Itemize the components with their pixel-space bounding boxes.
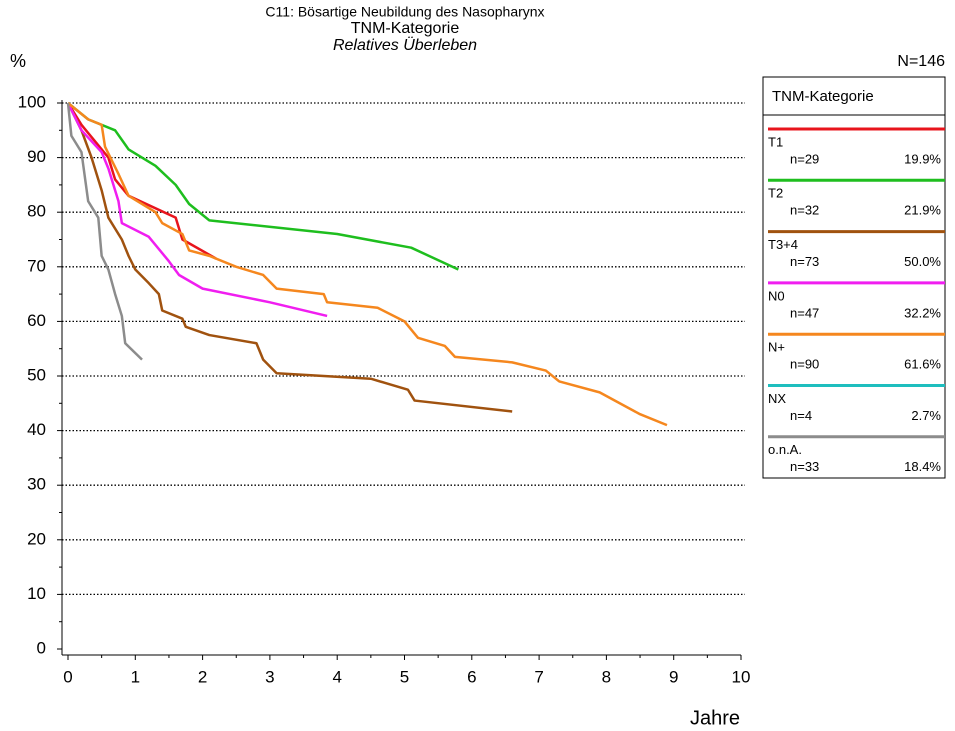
x-tick-label: 1	[131, 667, 140, 686]
legend-share: 61.6%	[904, 357, 941, 372]
legend-label: T2	[768, 186, 783, 201]
legend-count: n=29	[790, 151, 819, 166]
x-tick-label: 5	[400, 667, 409, 686]
x-tick-label: 7	[534, 667, 543, 686]
legend-count: n=90	[790, 357, 819, 372]
legend-label: N0	[768, 288, 785, 303]
legend-label: T3+4	[768, 237, 798, 252]
survival-line	[66, 102, 143, 361]
legend-label: o.n.A.	[768, 442, 802, 457]
legend-label: T1	[768, 134, 783, 149]
legend-count: n=47	[790, 305, 819, 320]
x-axis-label: Jahre	[690, 707, 740, 729]
legend-share: 32.2%	[904, 305, 941, 320]
y-tick-label: 10	[27, 584, 46, 603]
x-tick-label: 0	[63, 667, 72, 686]
legend-box	[762, 76, 946, 479]
total-count: N=146	[897, 53, 945, 70]
legend-share: 50.0%	[904, 254, 941, 269]
legend-share: 18.4%	[904, 459, 941, 474]
legend-label: NX	[768, 391, 786, 406]
x-tick-label: 4	[332, 667, 341, 686]
y-tick-label: 20	[27, 529, 46, 548]
y-tick-label: 100	[18, 92, 46, 111]
legend-count: n=73	[790, 254, 819, 269]
y-tick-label: 90	[27, 147, 46, 166]
x-tick-label: 10	[732, 667, 751, 686]
survival-line	[67, 102, 668, 427]
legend-count: n=32	[790, 203, 819, 218]
y-tick-label: 40	[27, 420, 46, 439]
legend-count: n=33	[790, 459, 819, 474]
survival-line	[67, 102, 459, 271]
survival-line	[66, 102, 328, 318]
y-tick-label: 70	[27, 256, 46, 275]
x-tick-label: 9	[669, 667, 678, 686]
subtitle: Relatives Überleben	[333, 36, 477, 54]
survival-line	[66, 102, 217, 260]
x-tick-label: 3	[265, 667, 274, 686]
legend-label: N+	[768, 340, 785, 355]
y-tick-label: 80	[27, 202, 46, 221]
legend-share: 2.7%	[911, 408, 941, 423]
x-tick-label: 6	[467, 667, 476, 686]
x-tick-label: 2	[198, 667, 207, 686]
y-tick-label: 0	[37, 638, 46, 657]
legend-title: TNM-Kategorie	[772, 88, 874, 105]
survival-line	[66, 102, 513, 413]
x-tick-label: 8	[602, 667, 611, 686]
suptitle: C11: Bösartige Neubildung des Nasopharyn…	[265, 4, 544, 20]
legend-count: n=4	[790, 408, 812, 423]
legend-share: 19.9%	[904, 151, 941, 166]
y-axis-label: %	[10, 51, 26, 71]
y-tick-label: 60	[27, 311, 46, 330]
chart-title: TNM-Kategorie	[351, 20, 460, 37]
y-tick-label: 50	[27, 365, 46, 384]
legend-share: 21.9%	[904, 203, 941, 218]
y-tick-label: 30	[27, 475, 46, 494]
